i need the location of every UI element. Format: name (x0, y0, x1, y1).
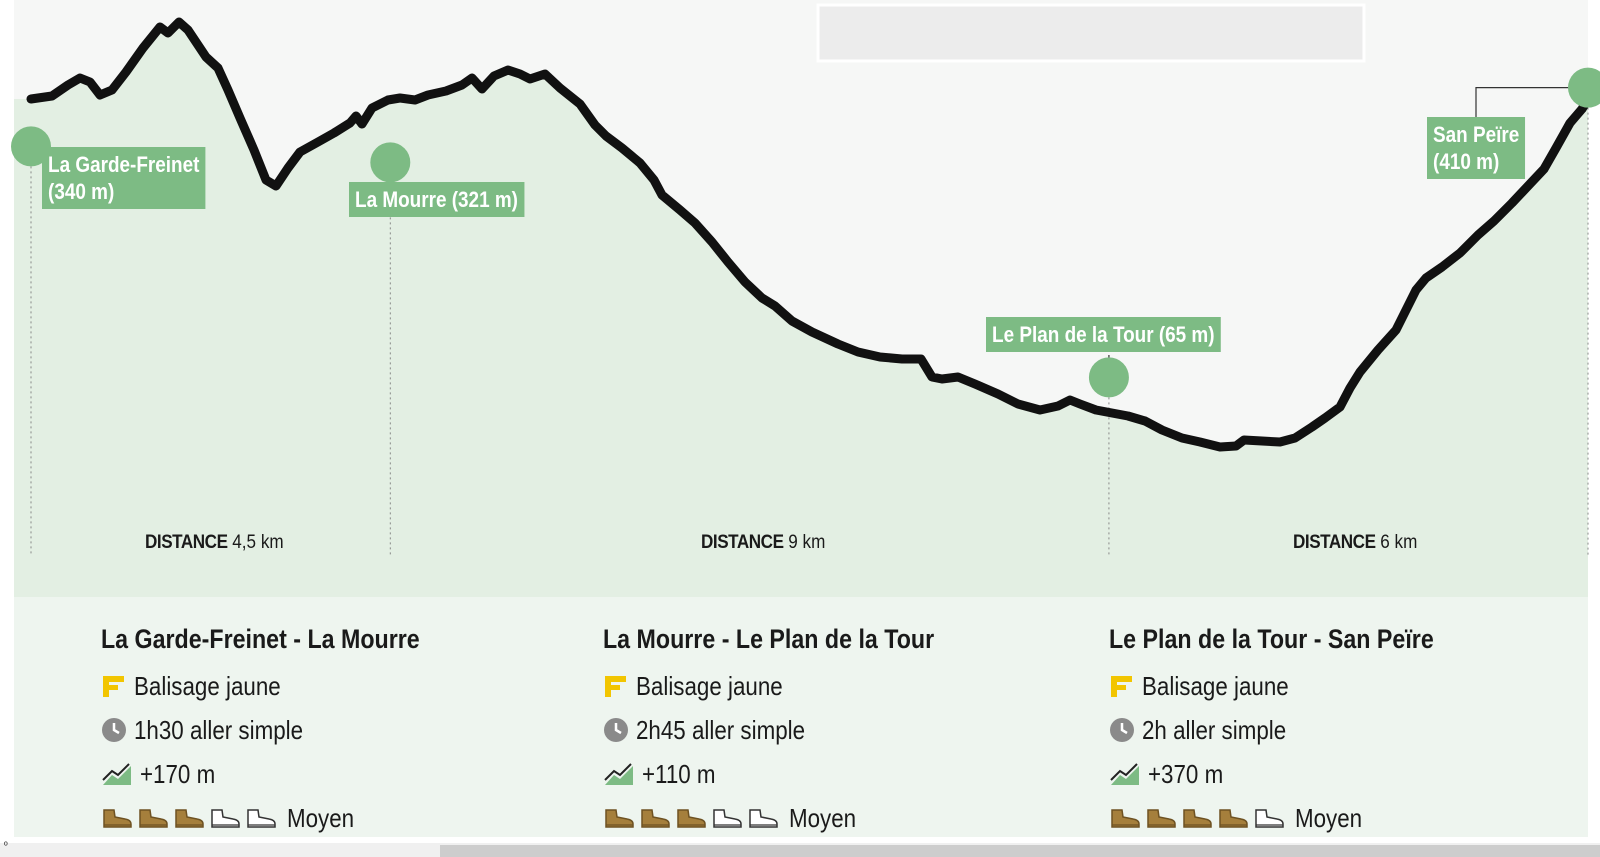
difficulty-text: Moyen (1295, 802, 1363, 833)
distance-label: DISTANCE (145, 532, 228, 553)
profile-line (26, 17, 1593, 452)
distance-label: DISTANCE (701, 532, 784, 553)
duration-text: 2h45 aller simple (636, 714, 806, 745)
elevation-row: +110 m (603, 752, 988, 796)
hiking-boot-icon (639, 808, 671, 828)
segment-title: La Garde-Freinet - La Mourre (101, 624, 420, 654)
marking-row: Balisage jaune (603, 664, 988, 708)
hiking-boot-icon (1109, 808, 1141, 828)
segment-info-2: La Mourre - Le Plan de la Tour Balisage … (603, 622, 988, 840)
clock-icon (604, 718, 628, 742)
elevation-text: +110 m (642, 758, 716, 789)
hiking-boot-icon (245, 808, 277, 828)
segment-info-3: Le Plan de la Tour - San Peïre Balisage … (1109, 622, 1487, 840)
marking-text: Balisage jaune (134, 670, 281, 701)
waypoint-label-la-mourre: La Mourre (321 m) (349, 182, 525, 217)
difficulty-boots (101, 808, 281, 828)
hiking-boot-icon (675, 808, 707, 828)
elevation-text: +170 m (140, 758, 216, 789)
horizontal-scrollbar[interactable]: º (0, 841, 1600, 857)
duration-row: 1h30 aller simple (101, 708, 472, 752)
waypoint-dot-le-plan-de-la-tour (1088, 357, 1129, 398)
distance-value: 9 km (788, 532, 826, 553)
ascent-chart-icon (1110, 763, 1139, 785)
blank-box (816, 3, 1366, 63)
hiking-boot-icon (209, 808, 241, 828)
distance-segment-1: DISTANCE 4,5 km (145, 532, 284, 554)
difficulty-text: Moyen (789, 802, 857, 833)
waypoint-leader-san-peire (1475, 86, 1588, 117)
duration-row: 2h45 aller simple (603, 708, 988, 752)
difficulty-boots (603, 808, 783, 828)
ascent-chart-icon (102, 763, 131, 785)
difficulty-row: Moyen (1109, 796, 1487, 840)
distance-label: DISTANCE (1293, 532, 1376, 553)
yellow-marking-icon (1111, 676, 1132, 697)
difficulty-text: Moyen (287, 802, 355, 833)
duration-row: 2h aller simple (1109, 708, 1487, 752)
distance-value: 4,5 km (232, 532, 284, 553)
distance-value: 6 km (1380, 532, 1418, 553)
yellow-marking-icon (103, 676, 124, 697)
yellow-marking-icon (605, 676, 626, 697)
marking-row: Balisage jaune (101, 664, 472, 708)
segment-title: La Mourre - Le Plan de la Tour (603, 624, 935, 654)
elevation-text: +370 m (1148, 758, 1224, 789)
waypoint-label-la-garde-freinet: La Garde-Freinet (340 m) (42, 147, 206, 209)
difficulty-row: Moyen (101, 796, 472, 840)
hiking-boot-icon (1181, 808, 1213, 828)
waypoint-dot-san-peire (1568, 67, 1600, 108)
waypoint-dot-la-mourre (370, 142, 411, 183)
hiking-boot-icon (747, 808, 779, 828)
hiking-boot-icon (1145, 808, 1177, 828)
marking-text: Balisage jaune (636, 670, 783, 701)
hiking-boot-icon (603, 808, 635, 828)
duration-text: 1h30 aller simple (134, 714, 304, 745)
marking-text: Balisage jaune (1142, 670, 1289, 701)
hiking-boot-icon (1217, 808, 1249, 828)
waypoint-label-le-plan-de-la-tour: Le Plan de la Tour (65 m) (986, 317, 1221, 352)
segment-title: Le Plan de la Tour - San Peïre (1109, 624, 1434, 654)
scrollbar-mark: º (4, 841, 8, 852)
waypoint-dot-la-garde-freinet (11, 126, 51, 167)
clock-icon (1110, 718, 1134, 742)
ascent-chart-icon (604, 763, 633, 785)
difficulty-boots (1109, 808, 1289, 828)
waypoint-label-san-peire: San Peïre (410 m) (1427, 117, 1526, 179)
hiking-boot-icon (173, 808, 205, 828)
info-panel (14, 597, 1588, 837)
segment-info-1: La Garde-Freinet - La Mourre Balisage ja… (101, 622, 472, 840)
scrollbar-thumb[interactable] (440, 845, 1600, 857)
marking-row: Balisage jaune (1109, 664, 1487, 708)
clock-icon (102, 718, 126, 742)
hiking-boot-icon (711, 808, 743, 828)
distance-segment-2: DISTANCE 9 km (701, 532, 825, 554)
elevation-row: +370 m (1109, 752, 1487, 796)
hiking-boot-icon (1253, 808, 1285, 828)
elevation-row: +170 m (101, 752, 472, 796)
duration-text: 2h aller simple (1142, 714, 1287, 745)
hiking-boot-icon (137, 808, 169, 828)
hiking-boot-icon (101, 808, 133, 828)
distance-segment-3: DISTANCE 6 km (1293, 532, 1417, 554)
difficulty-row: Moyen (603, 796, 988, 840)
